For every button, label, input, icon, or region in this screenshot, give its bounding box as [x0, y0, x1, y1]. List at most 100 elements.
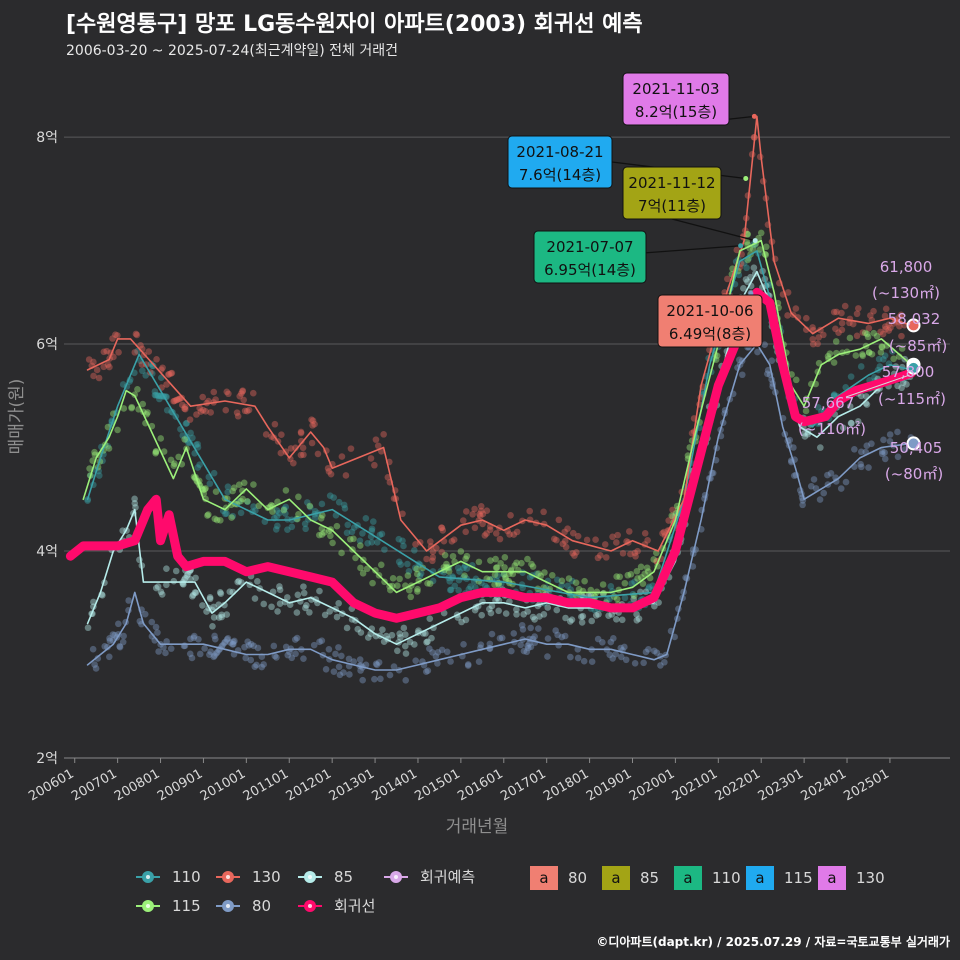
- scatter-point-85: [221, 601, 228, 609]
- annotation-leader: [671, 218, 756, 242]
- scatter-point-80: [552, 627, 559, 634]
- scatter-point-85: [495, 607, 502, 615]
- scatter-point-130: [553, 536, 560, 544]
- scatter-point-110: [229, 512, 237, 520]
- scatter-point-115: [230, 484, 238, 491]
- x-tick-label: 201301: [327, 766, 377, 804]
- scatter-point-85: [223, 611, 231, 618]
- scatter-point-110: [857, 363, 865, 370]
- scatter-point-130: [877, 328, 884, 336]
- scatter-point-130: [476, 512, 484, 520]
- scatter-point-115: [501, 564, 508, 571]
- scatter-point-115: [250, 481, 257, 488]
- scatter-point-85: [577, 613, 585, 621]
- scatter-point-80: [148, 618, 156, 626]
- scatter-point-80: [242, 654, 250, 662]
- scatter-point-85: [402, 631, 409, 638]
- scatter-point-110: [364, 540, 371, 547]
- scatter-point-80: [231, 637, 238, 645]
- scatter-point-80: [350, 658, 357, 665]
- scatter-point-85: [857, 392, 865, 400]
- scatter-point-80: [827, 469, 835, 477]
- scatter-point-130: [481, 532, 489, 539]
- scatter-point-85: [206, 594, 214, 601]
- forecast-value-label: 57,667: [802, 394, 855, 412]
- scatter-point-80: [116, 643, 124, 651]
- annotation-price: 6.95억(14층): [544, 261, 636, 279]
- scatter-point-85: [423, 638, 430, 646]
- scatter-point-115: [861, 329, 869, 337]
- scatter-point-85: [300, 589, 308, 597]
- scatter-point-85: [817, 444, 824, 451]
- scatter-point-115: [565, 575, 573, 582]
- scatter-point-85: [157, 588, 165, 596]
- scatter-point-130: [602, 554, 610, 561]
- scatter-point-80: [221, 639, 228, 647]
- scatter-point-85: [520, 611, 527, 618]
- scatter-point-130: [479, 520, 486, 528]
- scatter-point-115: [475, 558, 483, 566]
- scatter-point-80: [105, 653, 113, 661]
- scatter-point-110: [603, 596, 611, 604]
- scatter-point-115: [338, 549, 345, 557]
- series-line-110: [86, 250, 913, 599]
- scatter-point-130: [859, 329, 867, 336]
- scatter-point-115: [356, 542, 364, 549]
- x-tick-label: 200601: [26, 766, 76, 804]
- x-tick-label: 202401: [799, 766, 849, 804]
- scatter-point-80: [558, 633, 566, 641]
- scatter-point-110: [307, 503, 314, 511]
- scatter-point-130: [870, 307, 877, 315]
- scatter-point-130: [592, 536, 599, 543]
- scatter-point-130: [287, 445, 295, 452]
- legend-dot-center: [146, 875, 150, 879]
- scatter-point-85: [192, 589, 200, 596]
- scatter-point-115: [863, 330, 871, 338]
- x-tick-label: 201701: [498, 766, 548, 804]
- scatter-point-85: [276, 600, 284, 607]
- y-axis-title: 매매가(원): [7, 379, 27, 455]
- scatter-point-115: [213, 516, 221, 524]
- scatter-point-110: [187, 429, 194, 437]
- scatter-point-110: [330, 494, 338, 501]
- scatter-point-130: [471, 524, 479, 532]
- scatter-point-80: [386, 671, 394, 679]
- scatter-point-80: [486, 640, 494, 648]
- scatter-point-110: [224, 483, 232, 490]
- scatter-point-115: [495, 581, 502, 588]
- annotation-price: 8.2억(15층): [635, 103, 717, 121]
- scatter-point-80: [460, 641, 467, 648]
- scatter-point-110: [280, 505, 288, 513]
- scatter-point-110: [621, 594, 629, 602]
- scatter-point-110: [735, 271, 743, 279]
- scatter-point-85: [618, 616, 626, 624]
- scatter-point-80: [282, 643, 290, 651]
- scatter-point-80: [768, 357, 776, 365]
- scatter-point-80: [230, 640, 237, 648]
- scatter-point-115: [443, 560, 450, 568]
- scatter-point-80: [881, 449, 888, 456]
- legend-box-swatch: [746, 866, 774, 890]
- scatter-point-85: [293, 609, 301, 616]
- scatter-point-130: [492, 530, 500, 537]
- scatter-point-115: [170, 462, 178, 470]
- scatter-point-85: [274, 608, 281, 615]
- legend-line-label: 130: [252, 868, 281, 886]
- scatter-point-85: [181, 576, 188, 583]
- scatter-point-130: [100, 348, 108, 356]
- scatter-point-80: [588, 658, 596, 665]
- legend-dot-center: [308, 875, 312, 879]
- scatter-point-130: [853, 310, 861, 318]
- scatter-point-80: [293, 634, 301, 642]
- scatter-point-130: [573, 549, 580, 556]
- scatter-point-115: [613, 573, 620, 580]
- scatter-point-85: [801, 433, 809, 440]
- scatter-point-115: [295, 511, 302, 518]
- legend-line-label: 115: [172, 897, 201, 915]
- scatter-point-130: [601, 541, 609, 548]
- scatter-point-110: [341, 505, 349, 512]
- scatter-point-85: [335, 600, 342, 607]
- scatter-point-80: [345, 655, 353, 663]
- scatter-point-85: [300, 583, 307, 590]
- forecast-value-label: 50,405: [890, 439, 943, 457]
